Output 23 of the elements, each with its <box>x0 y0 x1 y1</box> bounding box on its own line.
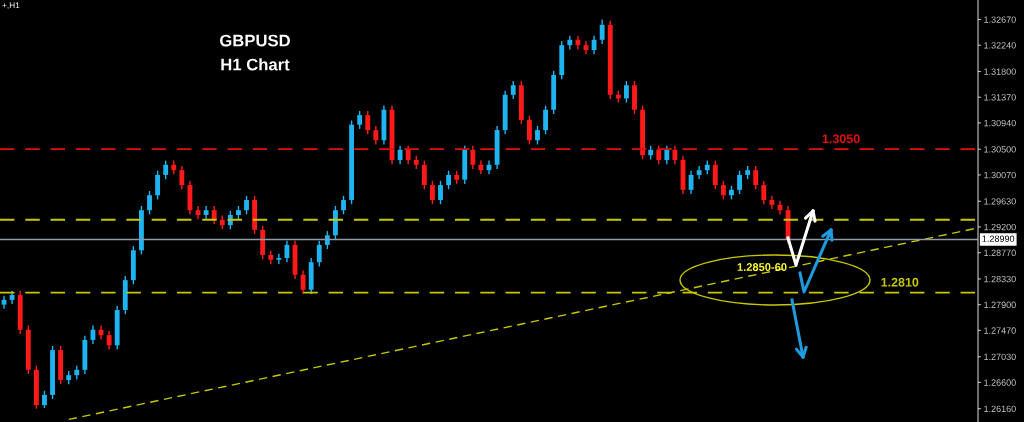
ref-line-label: 1.2810 <box>881 277 919 287</box>
y-tick-label: 1.30500 <box>984 146 1016 153</box>
ref-line-label: 1.28990 <box>982 235 1015 242</box>
text: GBPUSD <box>220 34 290 47</box>
y-tick-label: 1.30940 <box>984 119 1016 127</box>
annotation: 1.2850-60 <box>737 263 787 271</box>
y-tick-label: 1.26160 <box>984 405 1016 413</box>
y-tick-label: 1.28330 <box>984 275 1016 283</box>
y-tick-label: 1.26600 <box>984 379 1016 386</box>
y-tick-label: 1.30070 <box>984 171 1016 179</box>
y-tick-label: 1.27900 <box>984 301 1016 309</box>
y-tick-label: 1.28770 <box>984 249 1016 256</box>
y-tick-label: 1.29200 <box>984 223 1016 231</box>
y-tick-label: 1.27470 <box>984 327 1016 334</box>
text: H1 Chart <box>221 58 290 71</box>
ref-line-label: 1.3050 <box>822 134 860 144</box>
y-tick-label: 1.31800 <box>984 68 1016 75</box>
y-tick-label: 1.32670 <box>984 16 1016 23</box>
y-tick-label: 1.32240 <box>984 42 1016 49</box>
y-tick-label: 1.27030 <box>984 353 1016 361</box>
y-tick-label: 1.29630 <box>984 198 1016 205</box>
y-tick-label: 1.31370 <box>984 94 1016 101</box>
annotation: +,H1 <box>2 2 20 10</box>
